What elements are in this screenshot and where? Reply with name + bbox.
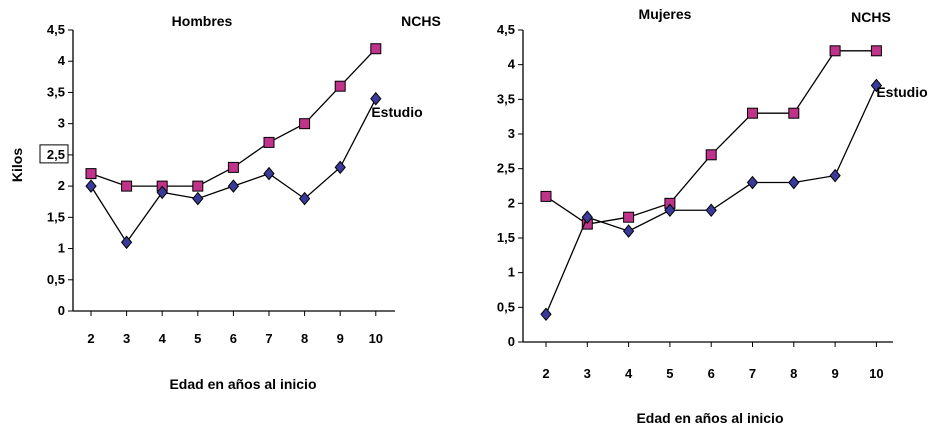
data-point-square: [299, 118, 311, 130]
data-point-square: [623, 211, 635, 223]
x-tick-label: 2: [542, 366, 549, 381]
y-tick-label: 3,5: [47, 84, 65, 99]
data-point-square: [370, 43, 382, 55]
x-axis-label: Edad en años al inicio: [636, 410, 783, 426]
x-tick-label: 2: [87, 331, 94, 346]
chart-panel-2: 0 0,5 1 1,5 2 2,5 3 3,5 4 4,5 2 3 4 5 6 7 8 9 10 Mujeres Eda…: [497, 6, 928, 426]
data-point-diamond: [581, 210, 593, 224]
series-label: NCHS: [851, 9, 891, 25]
y-axis-label: Kilos: [9, 148, 25, 182]
data-point-diamond: [664, 203, 676, 218]
y-tick-label: 2: [58, 178, 65, 193]
data-point-diamond: [192, 191, 204, 206]
data-point-diamond: [85, 179, 97, 193]
series-line: [545, 50, 877, 225]
data-point-diamond: [227, 179, 240, 193]
data-point-square: [227, 161, 239, 173]
x-tick-label: 3: [123, 331, 130, 346]
data-point-diamond: [370, 91, 382, 106]
y-tick-label: 3,5: [497, 91, 515, 106]
y-tick-label: 0,5: [47, 272, 65, 287]
y-tick-label: 3: [508, 126, 515, 141]
series-nchs: [540, 45, 882, 230]
x-tick-label: 8: [790, 366, 797, 381]
data-point-diamond: [705, 203, 717, 218]
data-point-square: [705, 149, 717, 161]
x-tick-label: 6: [230, 331, 237, 346]
data-point-diamond: [298, 191, 311, 206]
x-tick-label: 7: [265, 331, 272, 346]
data-point-diamond: [829, 168, 841, 183]
y-tick-label: 0: [508, 334, 515, 349]
x-tick-label: 8: [301, 331, 308, 346]
data-point-diamond: [746, 175, 759, 190]
data-point-square: [747, 107, 758, 119]
x-tick-label: 5: [666, 366, 673, 381]
x-tick-label: 3: [584, 366, 591, 381]
data-point-square: [263, 136, 275, 148]
data-point-square: [870, 45, 882, 57]
y-tick-label: 1,5: [47, 209, 65, 224]
data-point-diamond: [540, 307, 552, 322]
chart-title: Mujeres: [639, 6, 692, 22]
y-tick-label: 1: [508, 265, 515, 280]
data-point-diamond: [870, 78, 883, 93]
y-tick-label: 2: [508, 195, 515, 210]
series-label: Estudio: [876, 84, 927, 100]
y-tick-label: 2,5: [47, 147, 65, 162]
data-point-diamond: [156, 185, 168, 200]
y-tick-label: 0,5: [497, 299, 515, 314]
y-tick-label: 1: [58, 241, 65, 256]
chart-title: Hombres: [172, 13, 233, 29]
series-estudio: [540, 78, 883, 322]
y-tick-label: 4,5: [47, 22, 65, 37]
data-point-diamond: [263, 166, 275, 181]
data-point-square: [121, 180, 133, 192]
x-tick-label: 4: [159, 331, 167, 346]
data-point-square: [540, 190, 552, 202]
x-tick-label: 9: [337, 331, 344, 346]
x-tick-label: 10: [369, 331, 383, 346]
series-line: [545, 85, 877, 315]
y-tick-highlight-box: [39, 144, 69, 164]
x-tick-label: 10: [869, 366, 883, 381]
data-point-diamond: [788, 175, 800, 190]
chart-panel-1: 0 0,5 1 1,5 2 2,5 3 3,5 4 4,5 2 3 4 5 6 7 8 9 10 Hombres Eda…: [9, 13, 441, 392]
y-tick-label: 4: [58, 53, 66, 68]
data-point-square: [85, 168, 97, 180]
data-point-square: [829, 45, 841, 57]
x-tick-label: 4: [625, 366, 633, 381]
y-tick-label: 3: [58, 116, 65, 131]
data-point-square: [334, 80, 346, 92]
x-tick-label: 5: [194, 331, 201, 346]
y-tick-label: 2,5: [497, 161, 515, 176]
y-tick-label: 4,5: [497, 22, 515, 37]
series-label: NCHS: [401, 13, 441, 29]
x-tick-label: 7: [749, 366, 756, 381]
y-tick-label: 1,5: [497, 230, 515, 245]
data-point-square: [788, 107, 800, 119]
data-point-diamond: [334, 160, 346, 175]
x-tick-label: 9: [831, 366, 838, 381]
x-tick-label: 6: [708, 366, 715, 381]
data-point-diamond: [120, 235, 133, 250]
data-point-square: [192, 180, 204, 192]
x-axis-label: Edad en años al inicio: [169, 376, 316, 392]
y-tick-label: 0: [58, 303, 65, 318]
series-estudio: [85, 91, 382, 250]
series-label: Estudio: [371, 104, 422, 120]
y-tick-label: 4: [508, 57, 516, 72]
data-point-diamond: [622, 224, 635, 238]
